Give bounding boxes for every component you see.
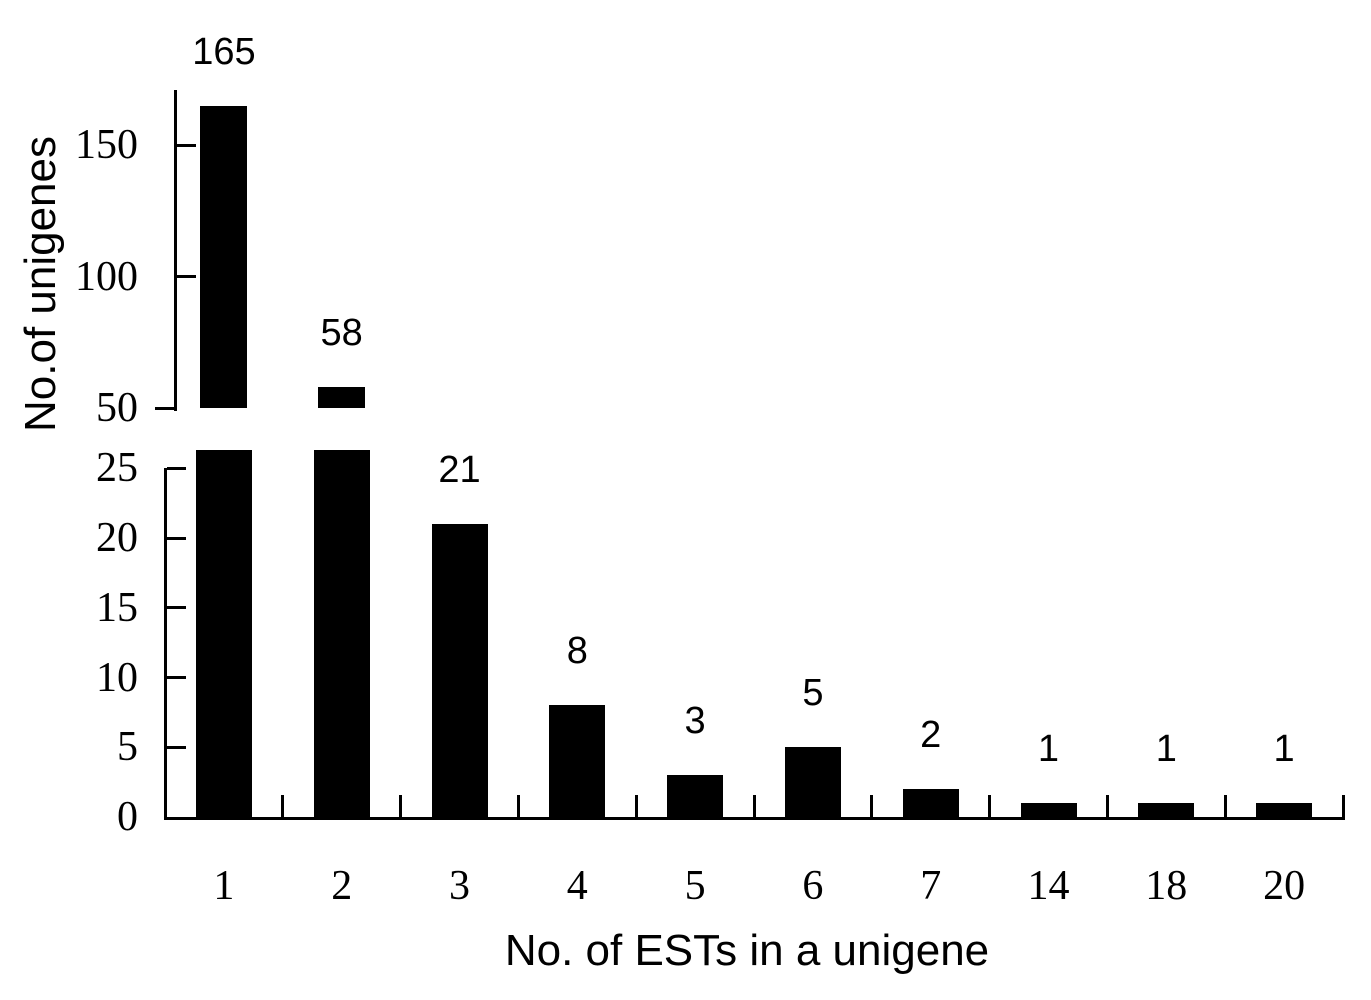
x-tick xyxy=(1105,795,1109,817)
y-tick-label: 15 xyxy=(96,584,138,631)
bar xyxy=(902,789,959,817)
x-tick xyxy=(634,795,638,817)
bar xyxy=(1020,803,1077,818)
y-tick-label: 100 xyxy=(75,253,138,300)
bar-value-label: 1 xyxy=(1273,728,1295,771)
bar xyxy=(549,705,606,817)
y-tick xyxy=(167,536,186,540)
bar-value-label: 21 xyxy=(438,449,481,492)
x-tick-label: 4 xyxy=(566,863,588,909)
y-tick xyxy=(167,466,186,470)
y-tick-label: 150 xyxy=(75,122,138,168)
x-tick-label: 6 xyxy=(802,863,824,909)
bar-value-label: 58 xyxy=(320,312,363,354)
bar-value-label: 3 xyxy=(684,700,706,743)
bar xyxy=(195,450,252,817)
bar-value-label: 1 xyxy=(1037,728,1060,771)
y-tick xyxy=(167,745,186,749)
x-tick xyxy=(281,795,285,817)
x-tick-label: 20 xyxy=(1263,863,1306,909)
x-tick-label: 1 xyxy=(213,863,235,909)
y-tick xyxy=(167,676,186,679)
bar xyxy=(313,450,370,817)
bar-value-label: 165 xyxy=(192,30,256,73)
x-tick-label: 2 xyxy=(331,863,353,909)
y-tick-label: 0 xyxy=(117,794,138,840)
x-tick xyxy=(516,795,520,817)
x-tick-label: 18 xyxy=(1145,863,1188,909)
bar-value-label: 2 xyxy=(920,714,942,757)
x-tick xyxy=(988,795,992,817)
x-axis-line xyxy=(164,817,1345,820)
bar-upper-segment xyxy=(318,387,366,408)
x-tick xyxy=(870,795,874,817)
x-tick-label: 3 xyxy=(449,863,470,909)
y-tick xyxy=(167,606,186,610)
x-tick xyxy=(1341,795,1345,817)
y-tick-label: 10 xyxy=(96,654,138,701)
bar xyxy=(1256,803,1313,818)
y-tick xyxy=(177,143,196,147)
bar xyxy=(1138,803,1195,818)
y-tick-label: 20 xyxy=(96,515,138,561)
y-tick-label: 50 xyxy=(96,385,138,431)
x-tick xyxy=(752,795,756,817)
x-tick-label: 14 xyxy=(1027,863,1070,909)
bar-value-label: 8 xyxy=(566,630,588,673)
x-tick-label: 5 xyxy=(684,863,706,909)
upper-y-axis-line xyxy=(174,90,177,411)
lower-y-axis-line xyxy=(164,468,167,821)
bar xyxy=(431,524,488,818)
bar-value-label: 1 xyxy=(1155,728,1177,771)
y-tick xyxy=(155,406,174,410)
bar xyxy=(784,747,841,818)
x-axis-title: No. of ESTs in a unigene xyxy=(504,926,990,975)
x-tick xyxy=(399,795,403,817)
y-axis-title: No.of unigenes xyxy=(16,136,65,432)
y-tick-label: 25 xyxy=(96,445,138,492)
y-tick xyxy=(177,275,196,278)
bar-value-label: 5 xyxy=(802,672,824,715)
x-tick-label: 7 xyxy=(920,863,942,909)
bar-upper-segment xyxy=(200,105,248,409)
x-tick xyxy=(1223,795,1227,817)
bar xyxy=(667,775,724,818)
y-tick-label: 5 xyxy=(117,724,138,771)
